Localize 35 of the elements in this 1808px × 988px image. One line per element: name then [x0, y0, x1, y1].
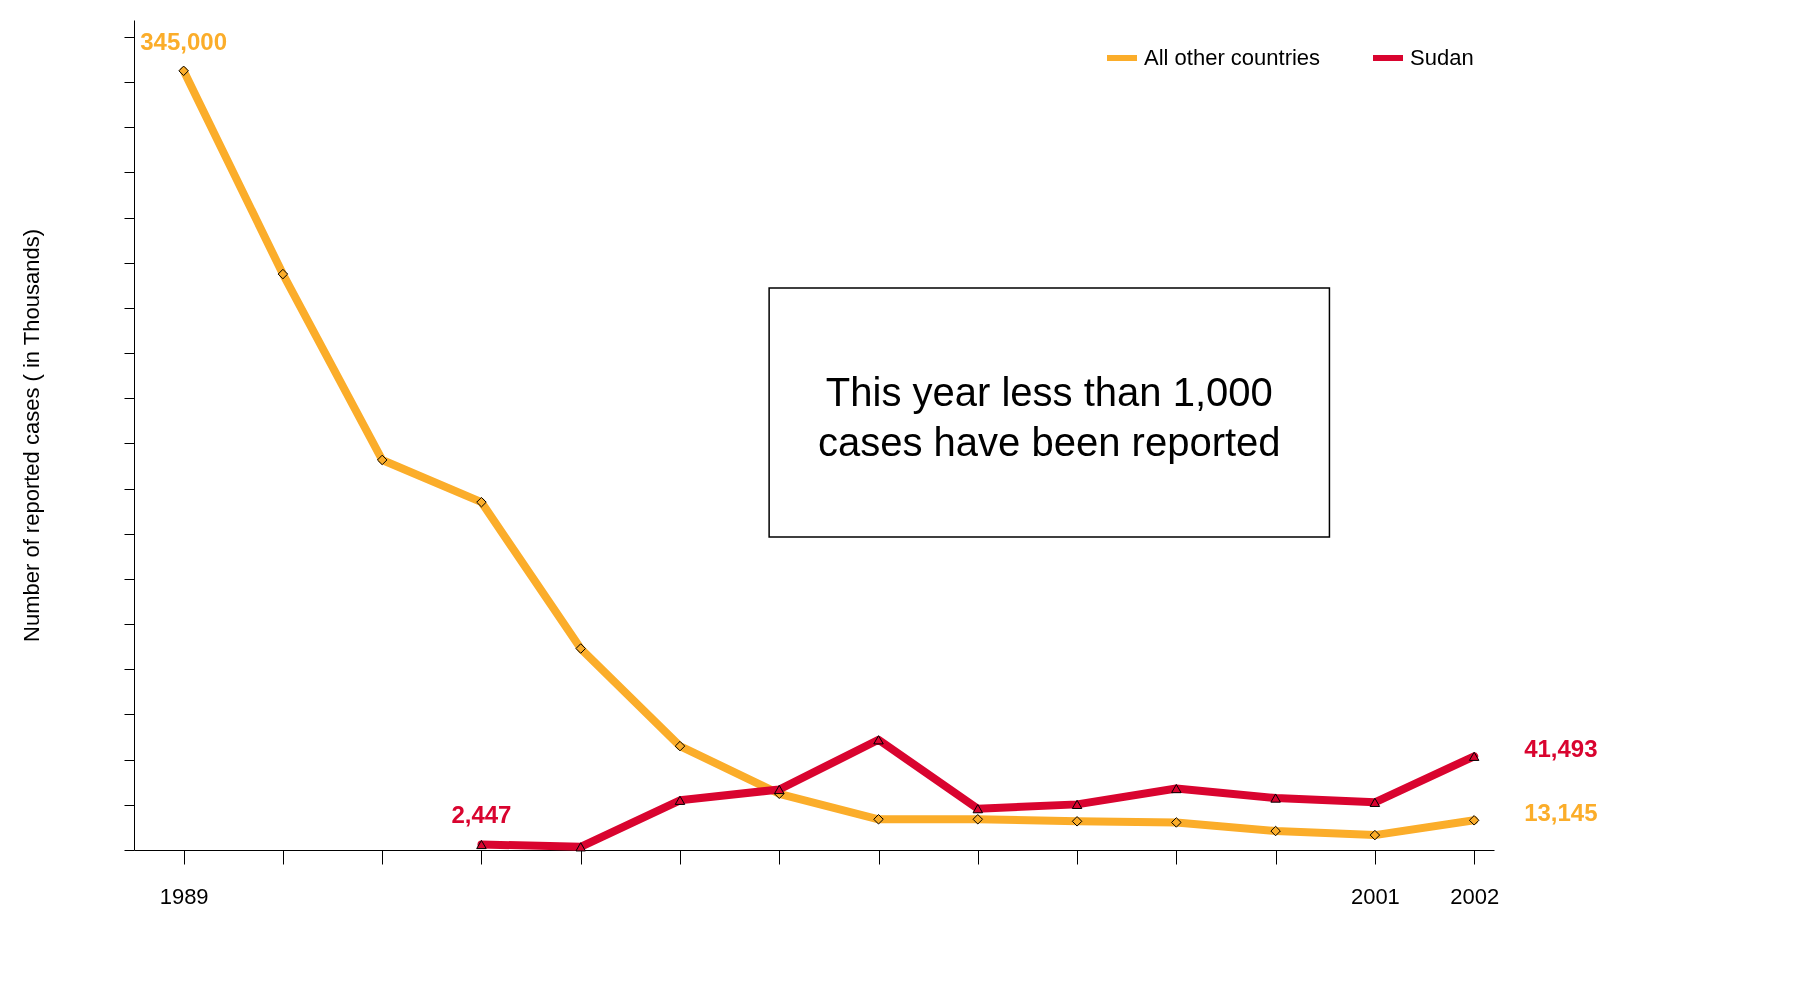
point — [873, 814, 884, 825]
point — [972, 814, 984, 825]
point — [575, 842, 586, 852]
point — [972, 804, 984, 814]
point — [774, 784, 785, 795]
point — [1171, 783, 1182, 794]
point — [476, 839, 487, 850]
data-label: 345,000 — [140, 27, 228, 55]
data-label: 41,493 — [1524, 735, 1598, 763]
point — [178, 65, 189, 77]
point — [674, 740, 686, 752]
data-label: 13,145 — [1524, 799, 1598, 827]
data-label: 2,447 — [451, 801, 512, 829]
point — [1270, 825, 1281, 837]
point — [1369, 829, 1381, 841]
point — [873, 735, 884, 745]
x-tick-label: 2001 — [1350, 883, 1400, 909]
point — [1468, 751, 1480, 761]
point — [1369, 797, 1381, 807]
point — [277, 268, 289, 280]
point — [1270, 793, 1281, 803]
point — [674, 795, 686, 805]
x-tick-label: 1989 — [159, 883, 209, 909]
legend-label: All other countries — [1144, 45, 1321, 70]
point — [1071, 799, 1083, 809]
annotation: This year less than 1,000 cases have been reported — [818, 369, 1281, 464]
point — [1171, 817, 1182, 828]
y-axis-title: Number of reported cases ( in Thousands) — [19, 229, 44, 642]
point — [476, 496, 487, 508]
x-tick-label: 2002 — [1450, 883, 1500, 909]
legend-label: Sudan — [1410, 45, 1474, 70]
point — [1468, 815, 1480, 826]
point — [575, 643, 586, 654]
point — [376, 454, 388, 466]
point — [1071, 816, 1083, 827]
